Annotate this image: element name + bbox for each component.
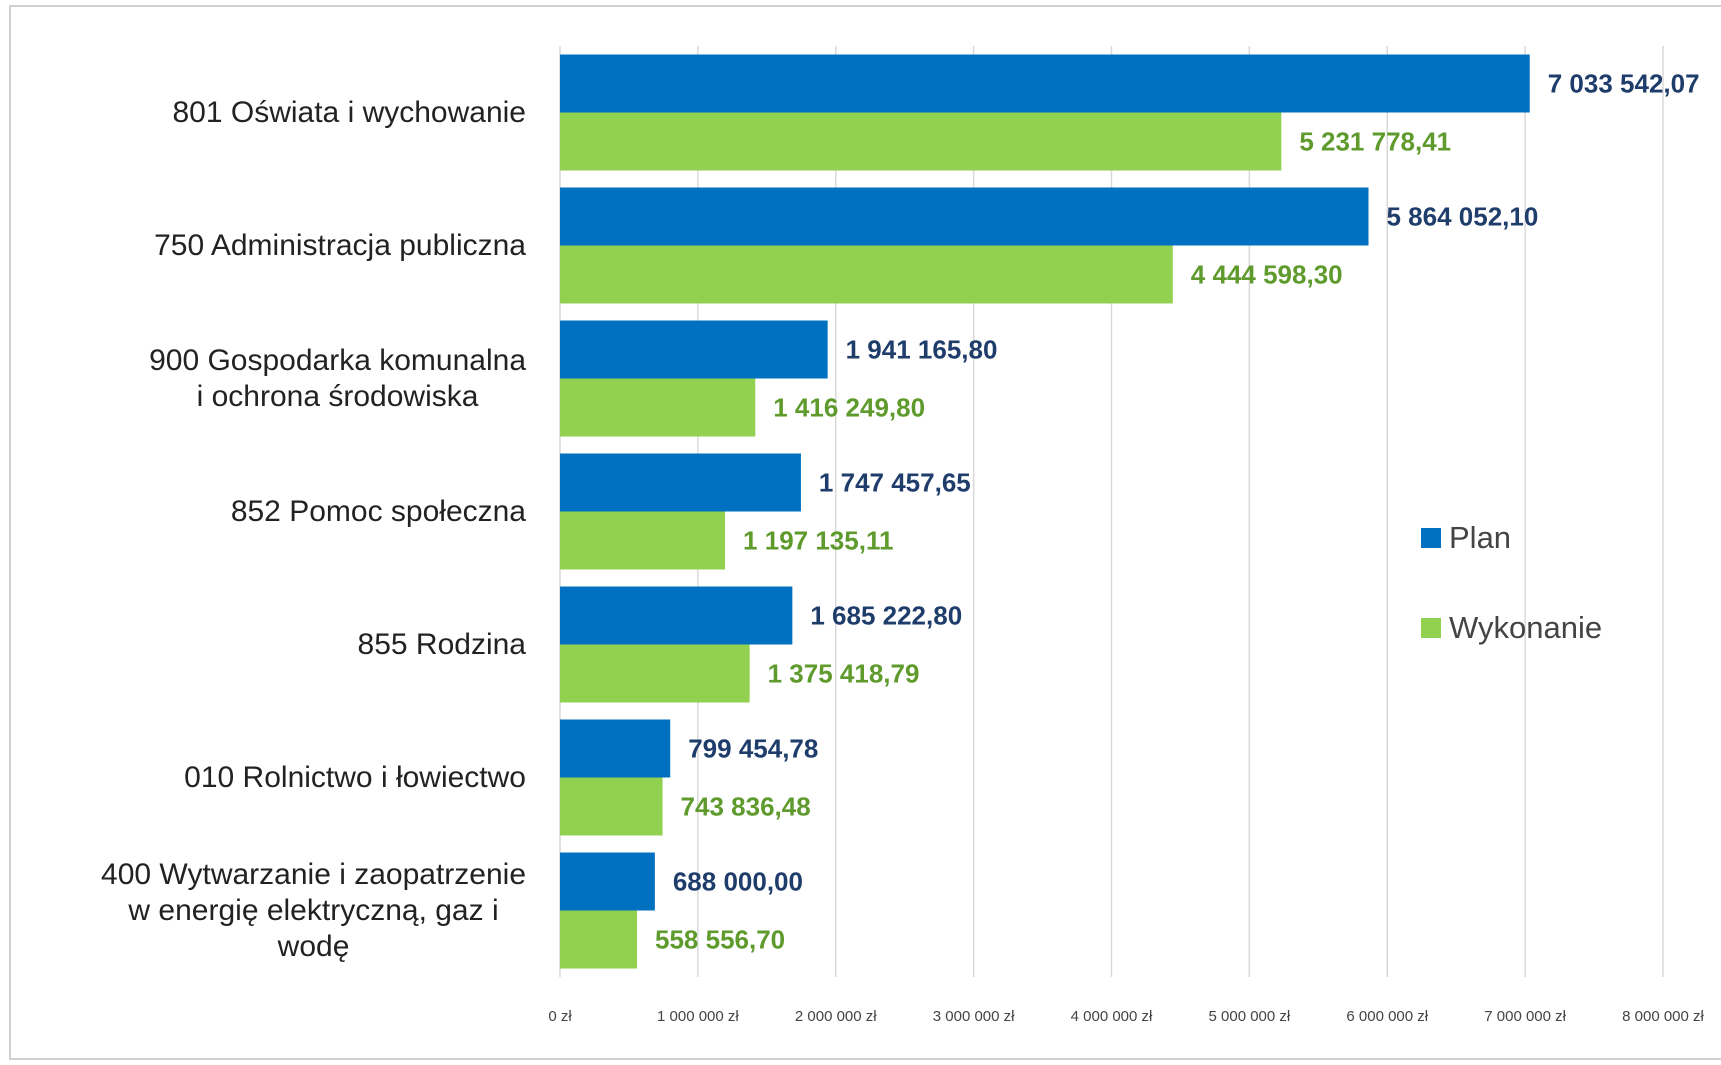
data-label: 1 416 249,80	[773, 392, 925, 422]
bar	[560, 511, 726, 570]
x-tick-label: 8 000 000 zł	[1622, 1008, 1704, 1025]
legend-label: Wykonanie	[1449, 610, 1602, 645]
bar	[560, 453, 801, 512]
category-label: 750 Administracja publiczna	[154, 228, 526, 262]
bar	[560, 586, 793, 645]
chart-frame	[9, 5, 1721, 1060]
bar	[560, 54, 1530, 113]
bar	[560, 719, 671, 778]
bar	[560, 852, 655, 911]
x-tick-label: 3 000 000 zł	[933, 1008, 1015, 1025]
bar	[560, 777, 663, 836]
data-label: 558 556,70	[655, 924, 785, 954]
data-label: 743 836,48	[681, 791, 811, 821]
legend-swatch	[1421, 528, 1441, 548]
x-tick-label: 0 zł	[548, 1008, 572, 1025]
data-label: 1 197 135,11	[743, 525, 893, 555]
data-label: 5 231 778,41	[1299, 126, 1451, 156]
bar	[560, 910, 638, 969]
legend-swatch	[1421, 618, 1441, 638]
data-label: 1 685 222,80	[810, 600, 962, 630]
category-label: 400 Wytwarzanie i zaopatrzenie w energię…	[101, 857, 526, 963]
category-label: 900 Gospodarka komunalna i ochrona środo…	[149, 343, 526, 413]
category-label: 010 Rolnictwo i łowiectwo	[184, 760, 526, 794]
bar	[560, 112, 1282, 171]
bar	[560, 245, 1173, 304]
bar	[560, 187, 1369, 246]
data-label: 1 375 418,79	[768, 658, 920, 688]
x-tick-label: 5 000 000 zł	[1209, 1008, 1291, 1025]
data-label: 688 000,00	[673, 866, 803, 896]
legend-label: Plan	[1449, 520, 1511, 555]
category-label: 855 Rodzina	[357, 627, 526, 661]
x-tick-label: 6 000 000 zł	[1346, 1008, 1428, 1025]
data-label: 7 033 542,07	[1548, 68, 1700, 98]
bar	[560, 378, 756, 437]
x-tick-label: 7 000 000 zł	[1484, 1008, 1566, 1025]
category-label: 801 Oświata i wychowanie	[172, 95, 526, 129]
data-label: 4 444 598,30	[1191, 259, 1343, 289]
data-label: 5 864 052,10	[1387, 201, 1539, 231]
data-label: 1 747 457,65	[819, 467, 971, 497]
data-label: 1 941 165,80	[846, 334, 998, 364]
x-tick-label: 2 000 000 zł	[795, 1008, 877, 1025]
bar	[560, 320, 828, 379]
x-tick-label: 4 000 000 zł	[1071, 1008, 1153, 1025]
bar	[560, 644, 750, 703]
x-tick-label: 1 000 000 zł	[657, 1008, 739, 1025]
category-label: 852 Pomoc społeczna	[230, 494, 526, 528]
data-label: 799 454,78	[688, 733, 818, 763]
